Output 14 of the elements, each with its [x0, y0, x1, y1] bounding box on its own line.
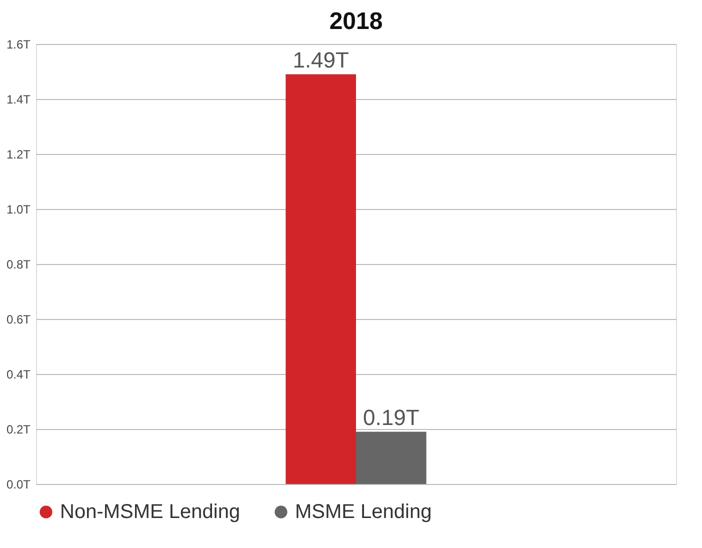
y-tick-label: 1.0T [6, 202, 32, 216]
y-tick-label: 1.4T [6, 92, 32, 106]
y-tick-label: 0.6T [6, 312, 32, 326]
data-label: 0.19T [363, 404, 420, 430]
y-tick-label: 0.8T [6, 258, 32, 272]
legend-label: MSME Lending [295, 501, 432, 523]
y-tick-label: 0.0T [6, 478, 32, 492]
y-tick-label: 1.6T [6, 38, 32, 52]
y-tick-label: 0.4T [6, 368, 32, 382]
y-tick-label: 0.2T [6, 422, 32, 436]
legend-label: Non-MSME Lending [60, 501, 240, 523]
chart-title: 2018 [329, 8, 383, 35]
data-label: 1.49T [292, 47, 349, 72]
y-tick-label: 1.2T [6, 148, 32, 162]
